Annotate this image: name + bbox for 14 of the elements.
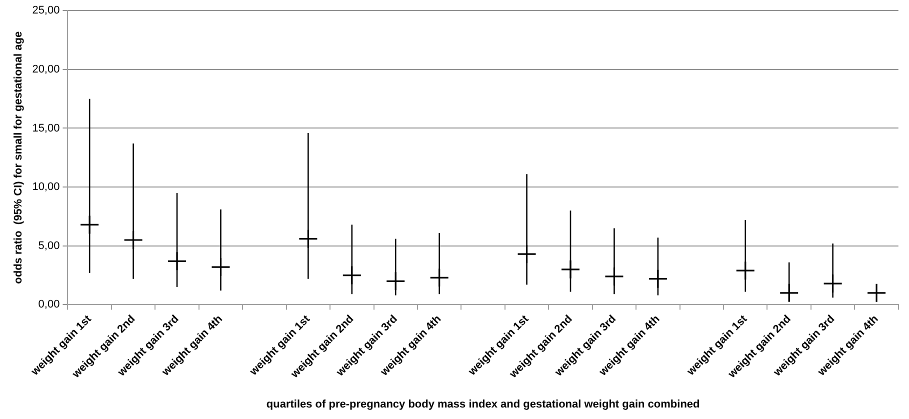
y-tick-label: 15,00 [32,122,60,134]
point [342,265,362,286]
y-tick-label: 20,00 [32,63,60,76]
y-tick-label: 25,00 [32,4,60,17]
y-tick-label: 0,00 [38,298,60,311]
point [866,283,886,303]
y-axis-title: odds ratio (95% CI) for small for gestational age [12,31,25,284]
point [167,251,187,271]
point [80,214,100,235]
y-tick-label: 5,00 [38,240,60,252]
point [560,260,580,280]
point [648,269,668,289]
x-axis-title: quartiles of pre-pregnancy body mass index and gestational weight gain combined [266,398,700,410]
y-tick-label: 10,00 [32,181,60,194]
